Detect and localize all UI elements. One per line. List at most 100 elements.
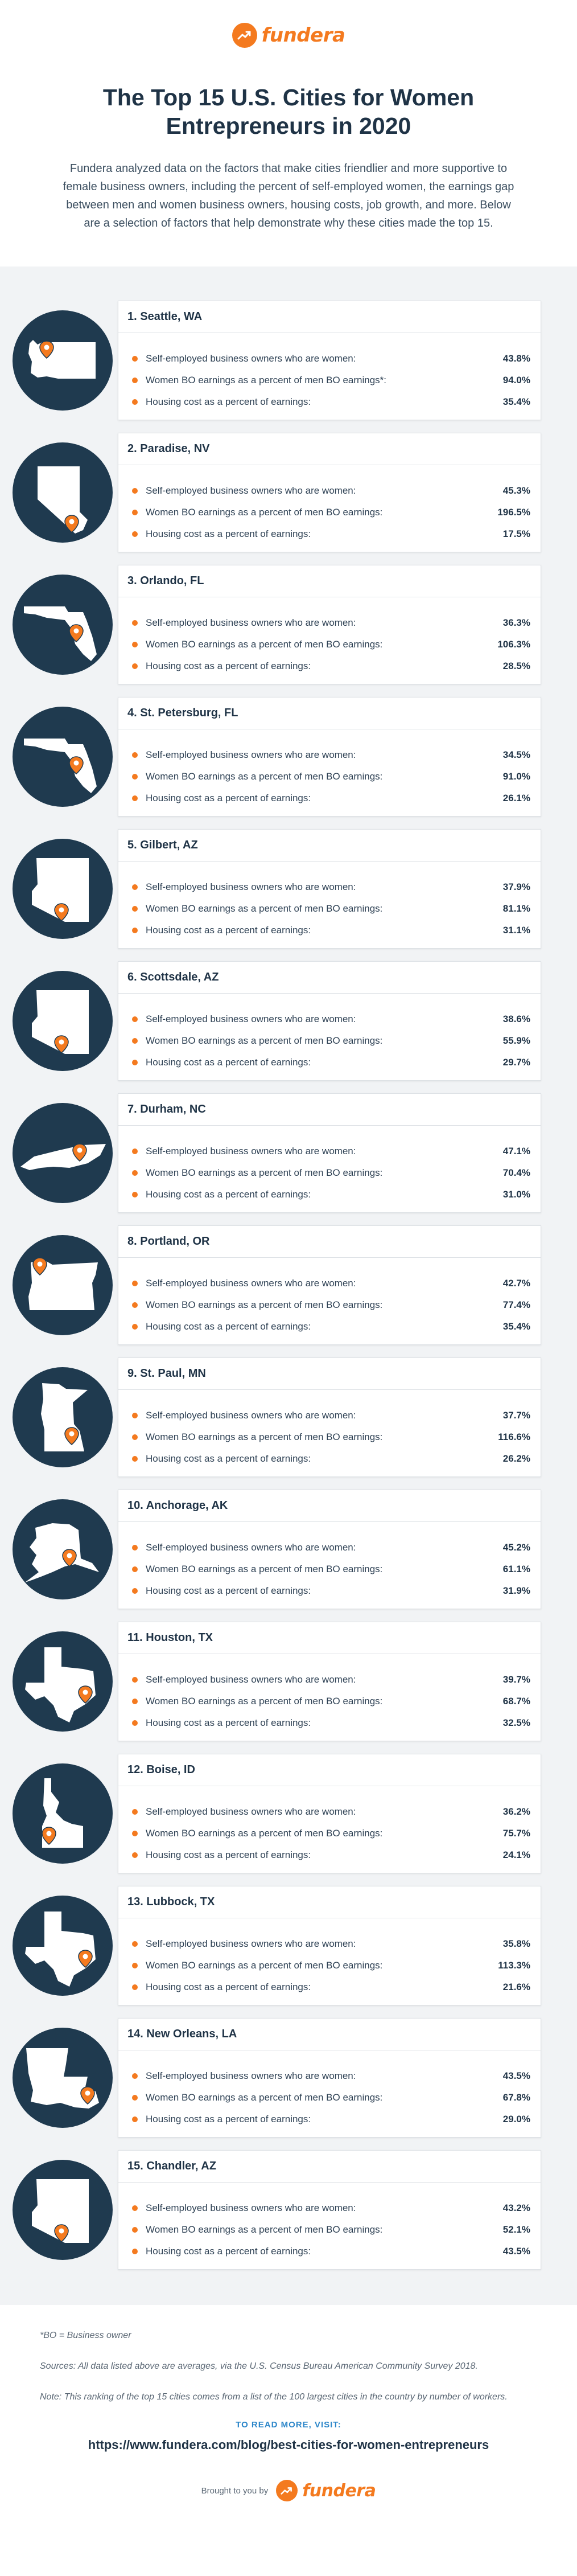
state-map-circle xyxy=(13,1499,113,1599)
stat-list: Self-employed business owners who are wo… xyxy=(132,480,530,545)
stat-label: Women BO earnings as a percent of men BO… xyxy=(146,771,383,782)
stat-list: Self-employed business owners who are wo… xyxy=(132,1405,530,1470)
city-card: 4. St. Petersburg, FL Self-employed busin… xyxy=(118,697,541,817)
stat-row-earnings: Women BO earnings as a percent of men BO… xyxy=(132,1162,530,1184)
stat-label: Housing cost as a percent of earnings: xyxy=(146,528,311,539)
city-card: 3. Orlando, FL Self-employed business own… xyxy=(118,565,541,684)
bullet-dot-icon xyxy=(132,1809,138,1815)
state-map-circle xyxy=(13,575,113,675)
city-entry: 2. Paradise, NV Self-employed business ow… xyxy=(0,433,577,565)
stat-label: Self-employed business owners who are wo… xyxy=(146,1806,356,1817)
divider xyxy=(118,1389,541,1390)
bullet-dot-icon xyxy=(132,1677,138,1683)
state-map-circle xyxy=(13,2160,113,2260)
stat-row-earnings: Women BO earnings as a percent of men BO… xyxy=(132,898,530,920)
stat-value: 70.4% xyxy=(502,1167,530,1178)
city-entry: 12. Boise, ID Self-employed business owne… xyxy=(0,1754,577,1886)
location-pin-icon xyxy=(80,2086,95,2105)
stat-row-housing: Housing cost as a percent of earnings: 31… xyxy=(132,1580,530,1602)
stat-value: 29.0% xyxy=(502,2114,530,2124)
stat-value: 55.9% xyxy=(502,1035,530,1046)
stat-row-self-employed: Self-employed business owners who are wo… xyxy=(132,2197,530,2219)
city-card: 5. Gilbert, AZ Self-employed business own… xyxy=(118,829,541,949)
stat-row-housing: Housing cost as a percent of earnings: 31… xyxy=(132,1184,530,1205)
stat-label: Housing cost as a percent of earnings: xyxy=(146,661,311,671)
city-entry: 8. Portland, OR Self-employed business ow… xyxy=(0,1225,577,1357)
city-name: 1. Seattle, WA xyxy=(127,310,203,323)
city-entry: 14. New Orleans, LA Self-employed busines… xyxy=(0,2018,577,2150)
location-pin-icon xyxy=(32,1257,47,1275)
location-pin-icon xyxy=(72,1143,87,1162)
stat-value: 39.7% xyxy=(502,1674,530,1685)
location-pin-icon xyxy=(64,1427,79,1445)
stat-row-earnings: Women BO earnings as a percent of men BO… xyxy=(132,766,530,787)
city-entry: 7. Durham, NC Self-employed business owne… xyxy=(0,1093,577,1225)
stat-row-self-employed: Self-employed business owners who are wo… xyxy=(132,2065,530,2087)
footer-logo[interactable]: fundera xyxy=(276,2480,376,2501)
stat-value: 106.3% xyxy=(497,639,530,650)
stat-value: 45.2% xyxy=(502,1542,530,1553)
stat-row-housing: Housing cost as a percent of earnings: 24… xyxy=(132,1844,530,1866)
bullet-dot-icon xyxy=(132,2095,138,2101)
brought-by: Brought to you by fundera xyxy=(0,2480,577,2521)
state-wa-shape xyxy=(28,340,96,379)
state-or-shape xyxy=(28,1260,98,1310)
stat-row-self-employed: Self-employed business owners who are wo… xyxy=(132,876,530,898)
stat-row-earnings: Women BO earnings as a percent of men BO… xyxy=(132,1823,530,1844)
read-more-link[interactable]: https://www.fundera.com/blog/best-cities… xyxy=(88,2438,489,2452)
state-map-circle xyxy=(13,1235,113,1335)
bullet-dot-icon xyxy=(132,510,138,515)
bullet-dot-icon xyxy=(132,1016,138,1022)
stat-label: Women BO earnings as a percent of men BO… xyxy=(146,1564,383,1574)
city-name: 15. Chandler, AZ xyxy=(127,2160,216,2172)
city-card: 14. New Orleans, LA Self-employed busines… xyxy=(118,2018,541,2138)
city-list: 1. Seattle, WA Self-employed business own… xyxy=(0,266,577,2305)
bullet-dot-icon xyxy=(132,2116,138,2122)
bullet-dot-icon xyxy=(132,1831,138,1836)
stat-row-self-employed: Self-employed business owners who are wo… xyxy=(132,612,530,634)
bullet-dot-icon xyxy=(132,1170,138,1176)
state-fl-shape xyxy=(24,739,97,793)
trend-arrow-icon xyxy=(232,23,257,48)
stat-label: Housing cost as a percent of earnings: xyxy=(146,2114,311,2124)
city-card: 15. Chandler, AZ Self-employed business o… xyxy=(118,2150,541,2270)
stat-value: 31.0% xyxy=(502,1189,530,1200)
state-map-circle xyxy=(13,707,113,807)
stat-label: Self-employed business owners who are wo… xyxy=(146,1938,356,1949)
stat-row-housing: Housing cost as a percent of earnings: 29… xyxy=(132,1052,530,1073)
location-pin-icon xyxy=(78,1685,93,1704)
stat-value: 67.8% xyxy=(502,2092,530,2103)
stat-value: 32.5% xyxy=(502,1717,530,1728)
stat-row-earnings: Women BO earnings as a percent of men BO… xyxy=(132,370,530,391)
state-ak-shape xyxy=(25,1523,99,1582)
stat-value: 43.5% xyxy=(502,2070,530,2081)
stat-value: 21.6% xyxy=(502,1982,530,1992)
city-name: 14. New Orleans, LA xyxy=(127,2028,237,2040)
bullet-dot-icon xyxy=(132,1720,138,1726)
stat-label: Women BO earnings as a percent of men BO… xyxy=(146,1696,383,1707)
stat-label: Women BO earnings as a percent of men BO… xyxy=(146,375,387,385)
city-name: 2. Paradise, NV xyxy=(127,442,210,455)
stat-row-earnings: Women BO earnings as a percent of men BO… xyxy=(132,2087,530,2109)
divider xyxy=(118,861,541,862)
stat-label: Self-employed business owners who are wo… xyxy=(146,1410,356,1421)
stat-label: Self-employed business owners who are wo… xyxy=(146,1146,356,1156)
stat-value: 61.1% xyxy=(502,1564,530,1574)
stat-value: 29.7% xyxy=(502,1057,530,1068)
logo[interactable]: fundera xyxy=(232,23,345,48)
stat-list: Self-employed business owners who are wo… xyxy=(132,348,530,413)
stat-value: 45.3% xyxy=(502,485,530,496)
stat-row-housing: Housing cost as a percent of earnings: 32… xyxy=(132,1712,530,1734)
stat-row-housing: Housing cost as a percent of earnings: 17… xyxy=(132,523,530,545)
stat-list: Self-employed business owners who are wo… xyxy=(132,876,530,941)
stat-value: 81.1% xyxy=(502,903,530,914)
stat-value: 38.6% xyxy=(502,1014,530,1024)
city-entry: 13. Lubbock, TX Self-employed business ow… xyxy=(0,1886,577,2018)
state-map-circle xyxy=(13,1631,113,1732)
bullet-dot-icon xyxy=(132,1060,138,1065)
bullet-dot-icon xyxy=(132,752,138,758)
state-map-circle xyxy=(13,1896,113,1996)
stat-value: 24.1% xyxy=(502,1849,530,1860)
stat-row-housing: Housing cost as a percent of earnings: 26… xyxy=(132,787,530,809)
bullet-dot-icon xyxy=(132,399,138,405)
